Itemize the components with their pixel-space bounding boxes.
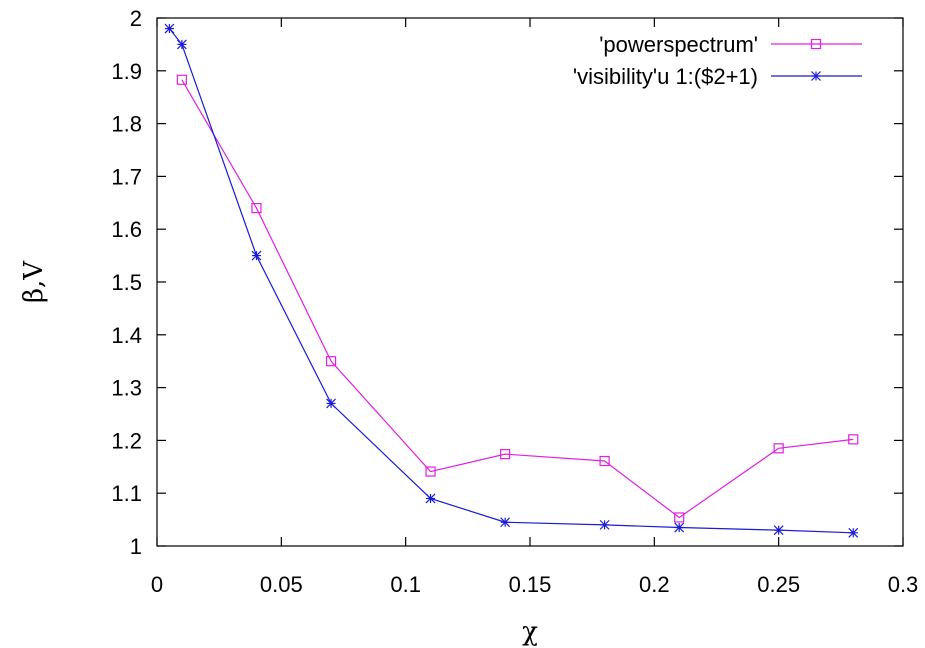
y-tick-label: 2 [130, 6, 142, 31]
legend-swatch-marker-1 [810, 38, 822, 50]
data-point-series-1 [251, 202, 262, 214]
x-tick-label: 0.1 [390, 572, 421, 597]
y-axis-label: β,V [19, 260, 49, 303]
legend-label-1: 'powerspectrum' [599, 32, 758, 57]
y-tick-label: 1.6 [111, 217, 142, 242]
ticks-layer: 0 0.05 0.1 0.15 0.2 0.25 0.3 1 1.1 1.2 1.3 1.4 1.5 1.… [111, 6, 918, 597]
data-point-series-2 [599, 519, 610, 530]
y-tick-label: 1.1 [111, 481, 142, 506]
y-tick-label: 1.3 [111, 376, 142, 401]
data-point-series-2 [674, 522, 685, 533]
y-tick-label: 1.2 [111, 428, 142, 453]
data-point-series-2 [326, 398, 336, 409]
x-tick-label: 0 [151, 572, 163, 597]
data-point-series-2 [848, 527, 859, 538]
data-point-series-2 [251, 250, 262, 261]
series-line-1 [181, 79, 854, 519]
legend-swatch-marker-2 [811, 71, 821, 81]
x-tick-label: 0.15 [509, 572, 552, 597]
data-point-series-2 [500, 517, 511, 528]
series-line-2 [168, 28, 854, 534]
plot-frame [156, 17, 904, 547]
x-tick-label: 0.25 [757, 572, 800, 597]
legend: 'powerspectrum' 'visibility'u 1:($2+1) [573, 32, 862, 89]
data-point-series-1 [325, 356, 337, 367]
y-tick-label: 1.9 [111, 59, 142, 84]
data-point-series-1 [500, 449, 511, 460]
data-point-series-2 [425, 493, 436, 504]
data-point-series-2 [773, 525, 784, 536]
data-point-series-1 [674, 512, 685, 523]
x-tick-label: 0.3 [888, 572, 919, 597]
x-tick-label: 0.05 [260, 572, 303, 597]
data-point-series-1 [176, 74, 187, 85]
data-point-series-1 [425, 466, 436, 477]
x-tick-label: 0.2 [639, 572, 670, 597]
y-tick-label: 1.7 [111, 164, 142, 189]
data-point-series-2 [176, 39, 187, 50]
data-point-series-1 [848, 434, 859, 445]
y-tick-label: 1.8 [111, 112, 142, 137]
y-tick-label: 1.4 [111, 323, 142, 348]
data-point-series-2 [164, 23, 175, 34]
data-point-series-1 [599, 455, 610, 467]
x-axis-label: χ [522, 617, 538, 647]
legend-label-2: 'visibility'u 1:($2+1) [573, 64, 758, 89]
series-layer [164, 23, 859, 538]
y-tick-label: 1.5 [111, 270, 142, 295]
data-point-series-1 [773, 443, 784, 454]
y-tick-label: 1 [130, 534, 142, 559]
